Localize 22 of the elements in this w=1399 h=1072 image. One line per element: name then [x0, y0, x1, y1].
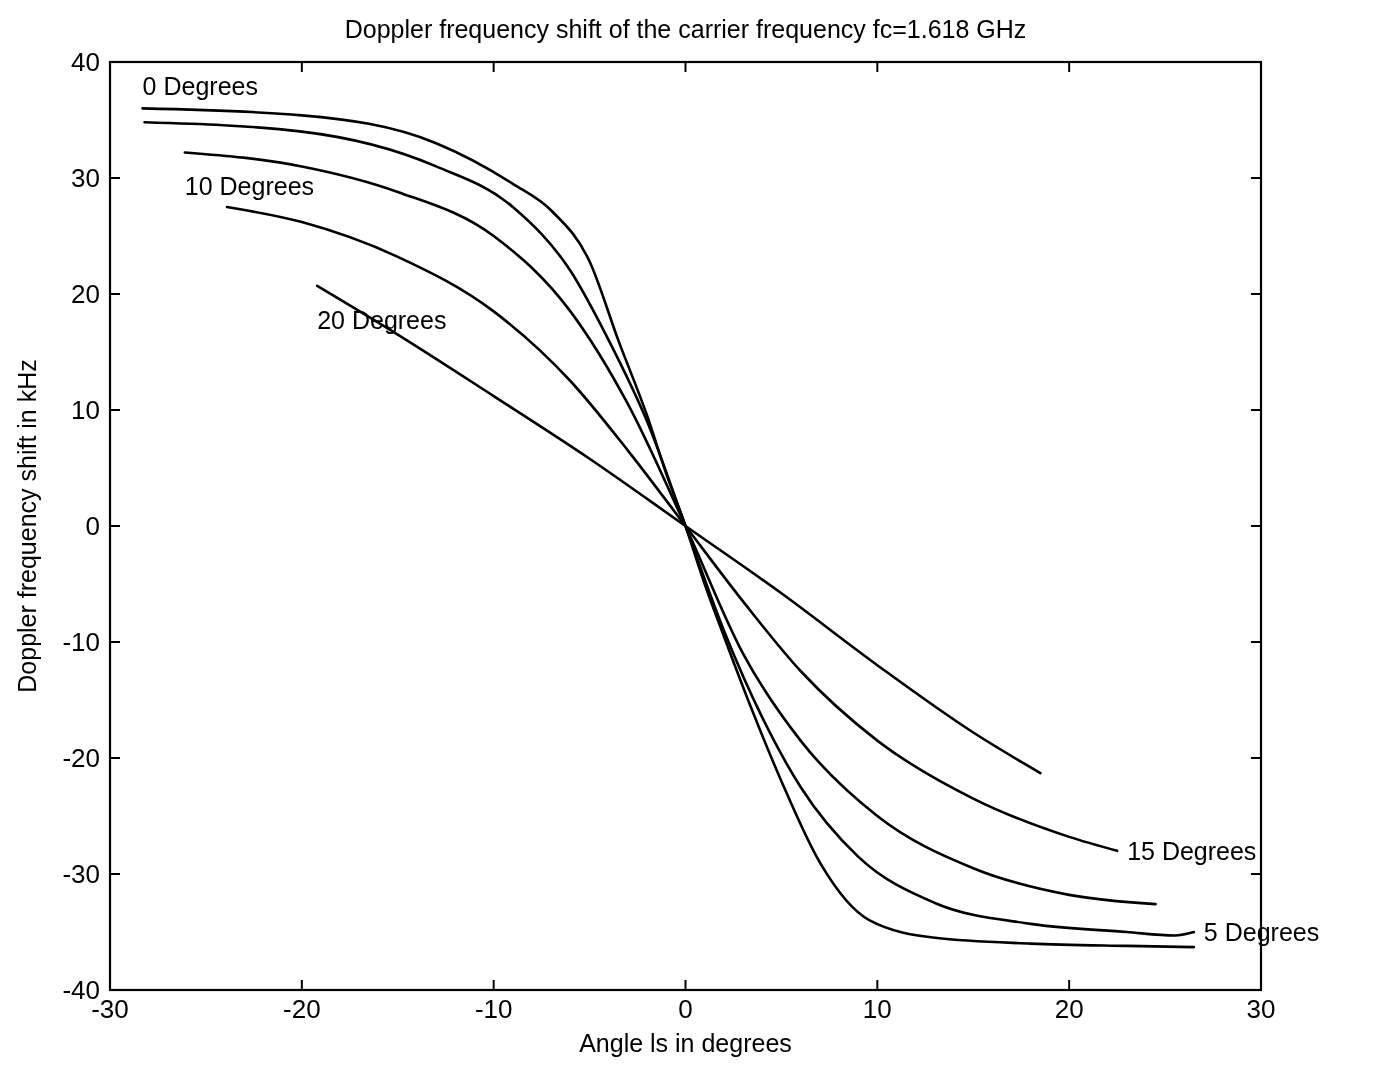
line-series [315, 284, 1042, 775]
series-label: 10 Degrees [184, 172, 315, 201]
line-series [225, 205, 1119, 853]
x-tick-label: -10 [474, 994, 513, 1024]
y-tick-label: 20 [71, 279, 100, 310]
y-tick-label: 40 [71, 47, 100, 78]
y-tick-label: -30 [62, 859, 100, 890]
chart-title: Doppler frequency shift of the carrier frequency fc=1.618 GHz [344, 15, 1027, 43]
y-tick-label: -10 [62, 627, 100, 658]
x-tick-label: 10 [862, 994, 892, 1024]
x-axis-title: Angle ls in degrees [579, 1029, 792, 1057]
y-tick-label: 10 [71, 395, 100, 426]
series-label: 15 Degrees [1127, 836, 1257, 865]
y-tick-label: -20 [62, 743, 100, 774]
x-tick-label: 30 [1246, 994, 1276, 1024]
x-tick-label: 20 [1054, 994, 1084, 1024]
series-label: 0 Degrees [142, 72, 258, 101]
y-tick-label: 0 [85, 511, 100, 542]
x-tick-label: -20 [283, 994, 321, 1024]
y-axis-title: Doppler frequency shift in kHz [13, 359, 41, 693]
y-tick-label: 30 [71, 163, 100, 194]
x-tick-label: 0 [678, 994, 693, 1024]
